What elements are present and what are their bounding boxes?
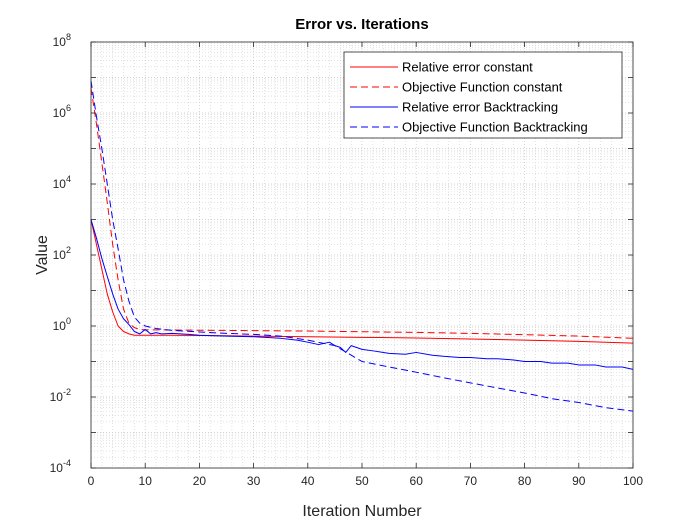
x-tick-label: 20	[193, 474, 207, 488]
x-tick-label: 50	[355, 474, 369, 488]
legend-box	[343, 51, 623, 139]
y-axis-label: Value	[34, 235, 51, 275]
y-tick-label: 10-4	[50, 458, 71, 475]
x-tick-label: 80	[518, 474, 532, 488]
series-line-2	[90, 88, 634, 339]
x-tick-label: 0	[88, 474, 95, 488]
legend-label-1: Relative error constant	[402, 60, 533, 75]
legend-label-2: Objective Function constant	[402, 80, 563, 95]
legend-label-4: Objective Function Backtracking	[402, 120, 588, 135]
legend-label-3: Relative error Backtracking	[402, 100, 558, 115]
x-tick-label: 40	[301, 474, 315, 488]
legend: Relative error constant Objective Functio…	[343, 51, 623, 139]
x-tick-label: 100	[623, 474, 643, 488]
y-tick-label: 106	[53, 103, 71, 120]
y-tick-label: 108	[53, 32, 71, 49]
chart-title: Error vs. Iterations	[295, 16, 428, 33]
axis-ticks	[90, 41, 634, 469]
series-line-3	[90, 219, 634, 370]
minor-grid	[91, 42, 633, 468]
x-tick-label: 30	[247, 474, 261, 488]
x-axis-label: Iteration Number	[302, 503, 422, 520]
y-tick-label: 10-2	[50, 387, 71, 404]
series-line-1	[90, 219, 634, 344]
y-tick-labels: 10-4 10-2 100 102 104 106 108	[50, 32, 71, 475]
x-tick-label: 90	[572, 474, 586, 488]
x-tick-label: 70	[464, 474, 478, 488]
x-tick-label: 60	[410, 474, 424, 488]
y-tick-label: 100	[53, 316, 71, 333]
y-tick-label: 104	[53, 174, 71, 191]
x-tick-labels: 0 10 20 30 40 50 60 70 80 90 100	[88, 474, 644, 488]
y-tick-label: 102	[53, 245, 71, 262]
x-tick-label: 10	[139, 474, 153, 488]
series-line-4	[90, 80, 634, 412]
series-layer	[90, 80, 634, 412]
